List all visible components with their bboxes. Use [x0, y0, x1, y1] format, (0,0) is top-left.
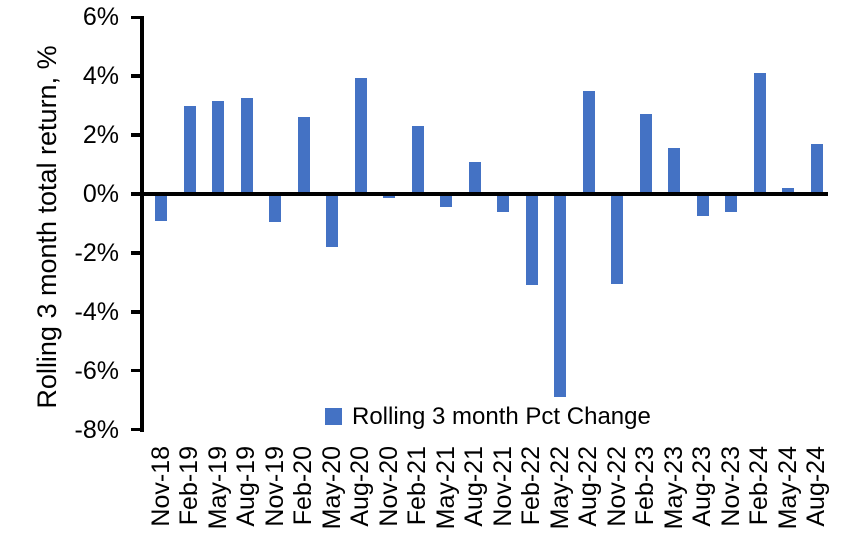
y-tick-mark	[131, 74, 143, 78]
bar-May-21	[440, 194, 453, 208]
x-tick-label: Feb-21	[403, 446, 432, 526]
bar-Nov-20	[383, 194, 396, 199]
y-axis-title: Rolling 3 month total return, %	[32, 45, 62, 409]
x-tick-label: Feb-20	[289, 446, 318, 526]
x-tick-label: Nov-23	[716, 446, 745, 527]
x-tick-label: Aug-23	[688, 446, 717, 527]
y-tick-mark	[131, 310, 143, 314]
x-tick-label: May-23	[659, 446, 688, 530]
bar-Aug-20	[354, 77, 367, 194]
bar-Aug-22	[582, 90, 595, 194]
x-tick-label: Nov-18	[146, 446, 175, 527]
x-tick-label: Nov-22	[602, 446, 631, 527]
bar-Nov-22	[611, 194, 624, 284]
bar-Aug-19	[240, 98, 253, 194]
y-tick-mark	[131, 368, 143, 373]
bar-Feb-19	[183, 105, 196, 194]
bar-May-22	[554, 194, 567, 398]
x-tick-label: Feb-23	[631, 446, 660, 526]
bar-Feb-23	[639, 114, 652, 194]
y-tick-mark	[131, 251, 143, 255]
x-tick-label: May-24	[773, 446, 802, 530]
bar-May-24	[782, 188, 795, 194]
bar-Nov-21	[497, 194, 510, 212]
legend: Rolling 3 month Pct Change	[325, 403, 651, 430]
x-tick-label: May-19	[203, 446, 232, 530]
x-tick-label: Feb-19	[175, 446, 204, 526]
zero-baseline	[143, 192, 828, 196]
x-tick-label: Aug-20	[346, 446, 375, 527]
bar-Aug-24	[810, 143, 823, 194]
y-tick-label: 4%	[82, 62, 119, 91]
y-tick-label: -2%	[74, 238, 119, 267]
y-tick-label: 6%	[82, 3, 119, 32]
bar-Feb-20	[297, 117, 310, 194]
x-tick-label: Aug-24	[802, 446, 831, 527]
bar-Feb-21	[411, 126, 424, 194]
x-tick-label: May-21	[431, 446, 460, 530]
y-tick-label: 2%	[82, 121, 119, 150]
y-axis-line	[140, 15, 144, 432]
bar-Aug-23	[696, 194, 709, 217]
x-tick-label: May-20	[317, 446, 346, 530]
y-tick-mark	[131, 133, 143, 137]
x-tick-label: Nov-21	[488, 446, 517, 527]
legend-label: Rolling 3 month Pct Change	[352, 403, 651, 430]
y-tick-label: -6%	[74, 356, 119, 385]
bar-Feb-24	[753, 73, 766, 194]
bar-Nov-23	[725, 194, 738, 212]
bar-Nov-18	[155, 194, 167, 221]
y-tick-label: 0%	[82, 180, 119, 208]
bar-Feb-22	[525, 194, 538, 286]
bar-May-20	[326, 194, 339, 247]
x-tick-label: Feb-22	[517, 446, 546, 526]
x-tick-label: Feb-24	[745, 446, 774, 526]
y-tick-label: -8%	[74, 415, 119, 444]
bar-Aug-21	[468, 161, 481, 194]
x-tick-label: Nov-19	[260, 446, 289, 527]
bar-May-23	[668, 148, 681, 194]
bar-Nov-19	[269, 194, 282, 222]
y-tick-label: -4%	[74, 297, 119, 326]
y-tick-mark	[131, 427, 143, 432]
x-tick-label: Nov-20	[374, 446, 403, 527]
legend-swatch-icon	[325, 408, 342, 425]
x-tick-label: Aug-22	[574, 446, 603, 527]
x-tick-label: Aug-21	[460, 446, 489, 527]
y-tick-mark	[131, 192, 143, 196]
x-tick-label: May-22	[545, 446, 574, 530]
bar-May-19	[212, 101, 225, 194]
x-tick-label: Aug-19	[232, 446, 261, 527]
y-tick-mark	[131, 15, 143, 20]
